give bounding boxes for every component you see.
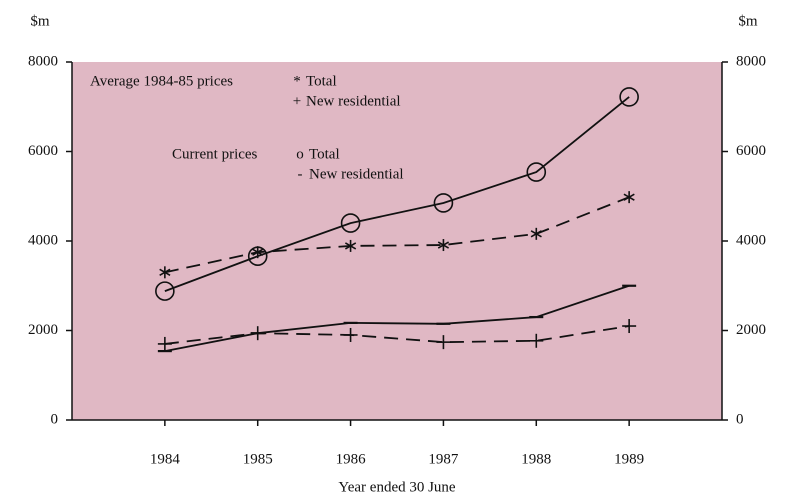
y2-tick-label: 4000 bbox=[736, 232, 766, 248]
legend-marker: * bbox=[293, 73, 301, 89]
series-line bbox=[164, 325, 630, 345]
marker-stroke bbox=[530, 230, 542, 238]
legend-label: Total bbox=[306, 73, 337, 89]
y-tick-label: 8000 bbox=[28, 53, 58, 69]
y-axis-label: $m bbox=[30, 13, 50, 29]
marker-circle bbox=[340, 213, 361, 233]
plot-area bbox=[72, 62, 722, 420]
y-tick-label: 0 bbox=[51, 411, 59, 427]
marker bbox=[526, 162, 547, 182]
marker bbox=[340, 213, 361, 233]
marker bbox=[343, 327, 358, 342]
marker-stroke bbox=[159, 268, 171, 277]
marker bbox=[155, 281, 175, 301]
legend-group-title: Average 1984-85 prices bbox=[90, 73, 233, 89]
marker bbox=[247, 246, 268, 267]
series-line bbox=[164, 284, 630, 352]
x-tick-label: 1986 bbox=[336, 451, 367, 467]
y2-tick-label: 8000 bbox=[736, 53, 766, 69]
marker bbox=[436, 335, 451, 350]
x-tick-label: 1985 bbox=[243, 451, 273, 467]
series-line bbox=[164, 196, 630, 274]
marker-circle bbox=[619, 87, 639, 107]
marker-circle bbox=[247, 246, 268, 267]
x-tick-label: 1989 bbox=[614, 451, 644, 467]
marker bbox=[437, 239, 450, 252]
marker-circle bbox=[526, 162, 547, 182]
x-tick-label: 1987 bbox=[428, 451, 459, 467]
marker-stroke bbox=[623, 193, 635, 201]
y-tick-label: 6000 bbox=[28, 143, 58, 159]
marker bbox=[619, 87, 639, 107]
y2-axis-label: $m bbox=[738, 13, 758, 29]
marker bbox=[530, 227, 542, 240]
x-tick-label: 1984 bbox=[150, 451, 181, 467]
legend-label: New residential bbox=[306, 93, 401, 109]
marker bbox=[623, 191, 635, 204]
marker bbox=[157, 336, 172, 351]
marker-circle bbox=[433, 193, 454, 213]
marker-stroke bbox=[252, 248, 264, 256]
y2-tick-label: 2000 bbox=[736, 322, 766, 338]
legend-label: New residential bbox=[309, 166, 404, 182]
x-tick-label: 1988 bbox=[521, 451, 551, 467]
x-axis-label: Year ended 30 June bbox=[338, 479, 456, 495]
marker bbox=[159, 266, 171, 279]
marker-stroke bbox=[344, 242, 357, 250]
legend-marker: - bbox=[298, 166, 303, 182]
legend-group-title: Current prices bbox=[172, 146, 258, 162]
marker bbox=[529, 333, 544, 348]
y-tick-label: 2000 bbox=[28, 322, 58, 338]
series-line bbox=[164, 96, 630, 292]
legend-marker: + bbox=[293, 93, 301, 109]
legend-marker: o bbox=[296, 146, 304, 162]
marker-circle bbox=[155, 281, 175, 301]
marker bbox=[622, 319, 637, 334]
y2-tick-label: 0 bbox=[736, 411, 744, 427]
marker bbox=[344, 239, 357, 252]
marker bbox=[433, 193, 454, 213]
y-tick-label: 4000 bbox=[28, 232, 58, 248]
y2-tick-label: 6000 bbox=[736, 143, 766, 159]
legend-label: Total bbox=[309, 146, 340, 162]
marker-stroke bbox=[437, 241, 450, 249]
